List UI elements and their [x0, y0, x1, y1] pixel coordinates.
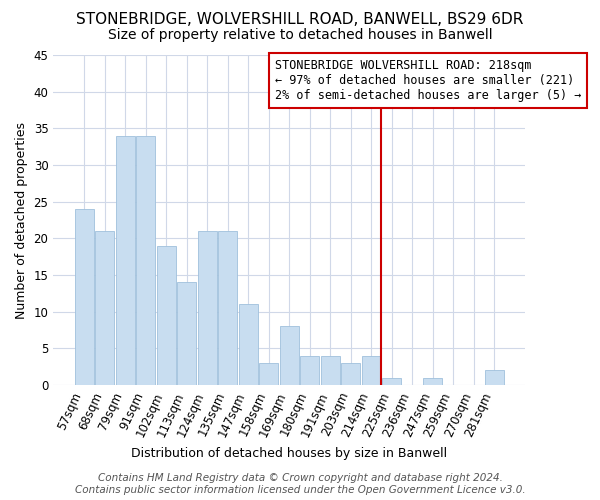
Bar — [177, 282, 196, 385]
Bar — [321, 356, 340, 385]
Bar — [259, 363, 278, 385]
Bar — [301, 356, 319, 385]
Text: STONEBRIDGE WOLVERSHILL ROAD: 218sqm
← 97% of detached houses are smaller (221)
: STONEBRIDGE WOLVERSHILL ROAD: 218sqm ← 9… — [275, 58, 581, 102]
X-axis label: Distribution of detached houses by size in Banwell: Distribution of detached houses by size … — [131, 447, 448, 460]
Text: Size of property relative to detached houses in Banwell: Size of property relative to detached ho… — [107, 28, 493, 42]
Bar — [157, 246, 176, 385]
Bar — [95, 231, 114, 385]
Bar — [218, 231, 237, 385]
Bar — [382, 378, 401, 385]
Bar — [424, 378, 442, 385]
Bar — [136, 136, 155, 385]
Y-axis label: Number of detached properties: Number of detached properties — [15, 122, 28, 318]
Bar — [485, 370, 504, 385]
Bar — [341, 363, 360, 385]
Text: Contains HM Land Registry data © Crown copyright and database right 2024.
Contai: Contains HM Land Registry data © Crown c… — [74, 474, 526, 495]
Bar — [198, 231, 217, 385]
Bar — [75, 209, 94, 385]
Bar — [239, 304, 257, 385]
Bar — [362, 356, 381, 385]
Bar — [280, 326, 299, 385]
Bar — [116, 136, 134, 385]
Text: STONEBRIDGE, WOLVERSHILL ROAD, BANWELL, BS29 6DR: STONEBRIDGE, WOLVERSHILL ROAD, BANWELL, … — [76, 12, 524, 28]
